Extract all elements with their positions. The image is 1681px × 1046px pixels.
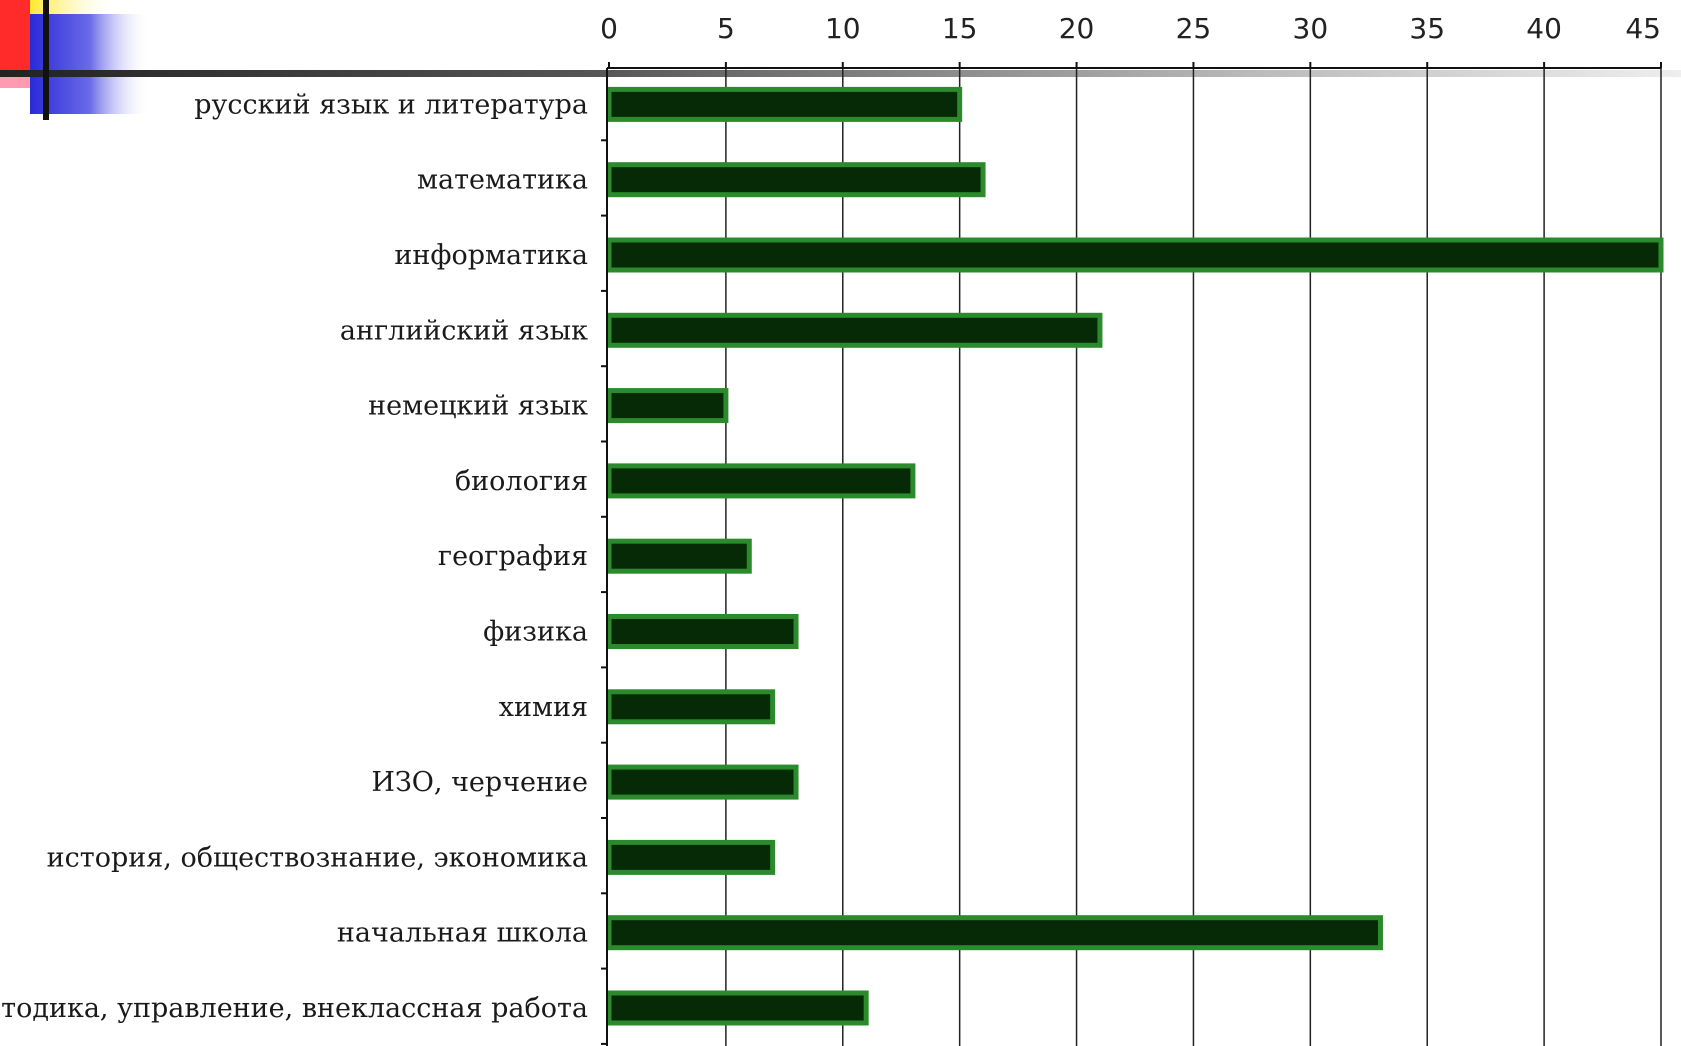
grid-lines: [725, 68, 1662, 1046]
category-label: начальная школа: [337, 918, 588, 949]
x-tick-label: 35: [1409, 12, 1445, 45]
x-tick-label: 45: [1625, 12, 1661, 45]
bar: [606, 990, 869, 1026]
bars: [606, 86, 1664, 1026]
x-tick-label: 5: [717, 12, 735, 45]
x-tick-label: 25: [1176, 12, 1212, 45]
x-tick-label: 10: [825, 12, 861, 45]
category-label: география: [438, 541, 588, 572]
deco-yellow-square: [30, 0, 120, 14]
bar: [606, 915, 1383, 951]
axis-tick-labels: 0 5 10 15 20 25 30 35 40 45: [600, 12, 1662, 68]
category-label: история, обществознание, экономика: [47, 842, 588, 873]
category-label: информатика: [394, 240, 588, 271]
bar: [606, 538, 752, 574]
bar: [606, 86, 963, 122]
bar: [606, 388, 729, 424]
x-tick-label: 30: [1293, 12, 1329, 45]
bar: [606, 764, 799, 800]
x-tick-label: 0: [600, 12, 618, 45]
category-label: ИЗО, черчение: [371, 767, 588, 798]
category-label: химия: [499, 692, 588, 723]
bar: [606, 689, 776, 725]
bar: [606, 613, 799, 649]
category-label: английский язык: [340, 315, 588, 346]
bar: [606, 839, 776, 875]
bar: [606, 162, 986, 198]
bar: [606, 237, 1664, 273]
category-label: математика: [417, 165, 588, 196]
x-tick-label: 15: [942, 12, 978, 45]
deco-vertical-line: [43, 0, 49, 120]
category-label: методика, управление, внеклассная работа: [0, 993, 588, 1024]
bar: [606, 463, 916, 499]
x-tick-label: 40: [1526, 12, 1562, 45]
slide-decoration: [0, 0, 1681, 120]
category-labels: русский язык и литература математика инфор…: [0, 89, 588, 1024]
category-label: биология: [455, 466, 588, 497]
deco-blue-square: [30, 14, 150, 114]
bar: [606, 312, 1103, 348]
deco-horizontal-line: [0, 70, 1681, 77]
x-tick-label: 20: [1059, 12, 1095, 45]
category-label: немецкий язык: [368, 391, 588, 422]
category-label: русский язык и литература: [194, 89, 588, 120]
category-axis-ticks: [601, 139, 607, 1045]
category-label: физика: [483, 616, 588, 647]
